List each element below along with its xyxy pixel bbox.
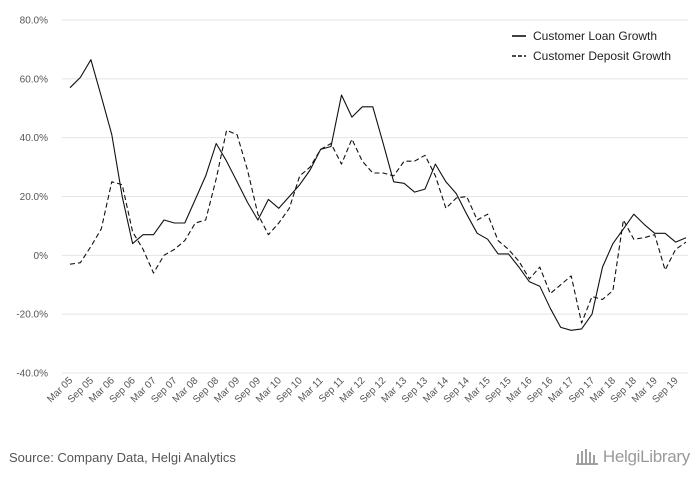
y-tick-label: 80.0% — [20, 16, 48, 27]
legend: Customer Loan Growth Customer Deposit Gro… — [512, 29, 671, 63]
loan-growth-line — [69, 59, 687, 331]
y-tick-label: 40.0% — [20, 133, 48, 144]
y-tick-label: -20.0% — [16, 310, 48, 321]
series-lines — [69, 59, 687, 331]
y-tick-label: 0% — [34, 251, 49, 262]
deposit-growth-line — [69, 129, 687, 324]
legend-label: Customer Deposit Growth — [533, 49, 671, 63]
y-axis-ticks: 80.0% 60.0% 40.0% 20.0% 0% -20.0% -40.0% — [16, 16, 48, 380]
library-building-icon — [575, 449, 598, 465]
legend-label: Customer Loan Growth — [533, 29, 657, 43]
line-chart: 80.0% 60.0% 40.0% 20.0% 0% -20.0% -40.0% Mar 0… — [16, 16, 688, 406]
helgi-library-logo: HelgiLibrary — [575, 447, 690, 467]
y-tick-label: 20.0% — [20, 192, 48, 203]
logo-text: HelgiLibrary — [602, 447, 690, 466]
source-note: Source: Company Data, Helgi Analytics — [9, 450, 236, 465]
y-tick-label: -40.0% — [16, 369, 48, 380]
grid-lines — [62, 19, 688, 374]
y-tick-label: 60.0% — [20, 74, 48, 85]
